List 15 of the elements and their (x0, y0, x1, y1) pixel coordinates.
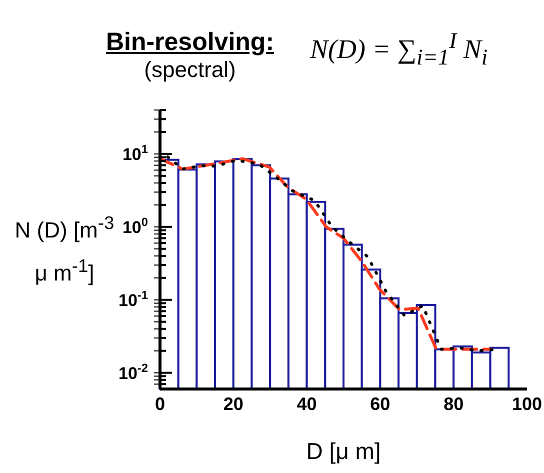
x-tick-label: 100 (512, 394, 542, 414)
y-tick-label: 10$^{1}$ (122, 142, 148, 164)
x-tick-label: 80 (444, 394, 464, 414)
x-tick-label: 20 (223, 394, 244, 414)
x-tick-label: 0 (154, 394, 166, 414)
x-tick-label: 60 (370, 394, 390, 414)
y-tick-label: 10$^{-2}$ (118, 360, 148, 383)
chart-title: Bin-resolving: (104, 28, 276, 57)
text: N(D) = ∑$_{i=1}$$^{I}$ N$_{i}$ (310, 28, 488, 70)
chart-subtitle: (spectral) (143, 57, 237, 83)
x-tick-label: 40 (296, 394, 317, 414)
text: N (D) [m$^{-3}$ μ m$^{-1}$] (14, 212, 114, 286)
y-tick-label: 10$^{0}$ (122, 214, 148, 237)
y-tick-label: 10$^{-1}$ (118, 288, 148, 310)
x-axis-title: D [μ m] (305, 438, 382, 465)
